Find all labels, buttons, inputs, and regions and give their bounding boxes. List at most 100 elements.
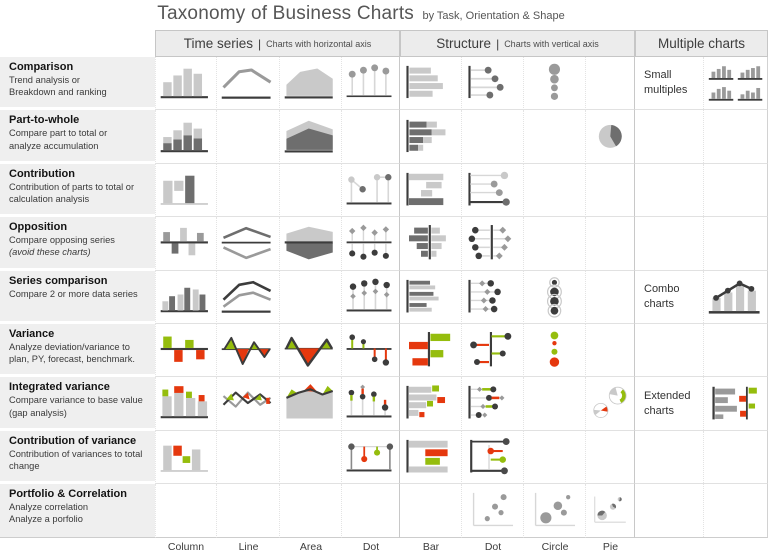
chart-cell-pie-extended [586,377,635,431]
multiple-charts-thumb [703,484,767,537]
dot-waterfall-icon [346,173,392,205]
line-multi-icon [221,280,272,313]
bar-stacked-icon [406,119,446,152]
column-grouped-icon [160,287,208,312]
circle-column-icon [548,63,561,101]
bar-variance-icon [409,332,451,367]
bar-dot-opposed-icon [468,225,512,260]
group-note: Charts with horizontal axis [266,38,372,49]
footer-label-bar-4: Bar [422,540,440,553]
chart-cell-dot-waterfall [342,163,400,218]
bar-waterfall-icon [406,172,444,206]
multiple-charts-cell [635,110,768,164]
chart-cell-area-variance [280,323,342,378]
chart-cell-empty [217,430,280,485]
chart-cell-line-multi [217,270,280,324]
row-label-contribution: Contribution Contribution of parts to tot… [0,163,155,218]
dot-lollipop-icon [346,64,392,98]
row-label-portfolio-correlation: Portfolio & Correlation Analyze correlati… [0,484,155,538]
title-sub: by Task, Orientation & Shape [422,10,565,22]
chart-cell-area-int-variance [280,377,342,431]
footer-label-circle-6: Circle [541,540,569,553]
multiple-charts-thumb [703,163,767,217]
dot-int-variance-icon [346,385,392,418]
multiple-charts-cell [635,484,768,538]
chart-cell-empty [342,484,400,538]
footer-label-dot-3: Dot [362,540,380,553]
footer-label-dot-5: Dot [484,540,502,553]
chart-cell-dot-lollipop [342,57,400,111]
multiple-charts-thumb [703,430,767,484]
multiple-charts-label: Small multiples [644,69,688,97]
footer-label-area-2: Area [299,540,323,553]
chart-cell-empty [586,430,635,485]
multiple-charts-cell [635,430,768,485]
bar-dot-icon [468,66,504,99]
multiple-charts-label [635,431,703,483]
chart-cell-column-basic [155,57,217,111]
footer-label-column-0: Column [167,540,205,553]
row-description: Compare part to total or [9,128,108,139]
chart-cell-empty [217,163,280,218]
chart-cell-pie-basic [586,110,635,164]
bar-dot-variance-icon [470,332,512,367]
chart-cell-scatter-pie [586,484,635,538]
row-title: Integrated variance [9,381,110,394]
row-description: Compare variance to base value [9,395,143,406]
multiple-charts-thumb [703,270,767,323]
multiple-charts-thumb [703,377,767,430]
row-description: Trend analysis or [9,75,80,85]
chart-cell-dot-multi [342,270,400,324]
extended-charts-icon [711,386,757,419]
footer-label-line-1: Line [238,540,259,553]
chart-cell-empty [217,484,280,538]
bar-opposed-icon [409,225,446,260]
line-basic-icon [221,68,272,99]
row-description: Analyze a porfolio [9,514,83,525]
column-basic-icon [160,68,208,99]
chart-cell-bar-grouped [400,270,462,324]
multiple-charts-label [635,217,703,269]
chart-cell-line-opposed [217,217,280,271]
multiple-charts-label [635,484,703,536]
multiple-charts-label [635,164,703,216]
row-description: change [9,461,40,471]
group-label: Time series [183,36,254,51]
chart-cell-empty [524,217,586,271]
row-description: (avoid these charts) [9,247,91,258]
row-title: Variance [9,327,55,340]
chart-cell-bar-dot [462,57,524,111]
multiple-charts-cell: Small multiples [635,57,768,111]
chart-cell-line-basic [217,57,280,111]
chart-cell-column-grouped [155,270,217,324]
row-label-comparison: Comparison Trend analysis or Breakdown and… [0,57,155,111]
row-title: Contribution of variance [9,434,137,447]
row-label-contribution-of-variance: Contribution of variance Contribution of … [0,430,155,485]
pie-extended-icon [593,387,627,419]
small-multiples-icon [708,66,762,101]
chart-cell-circle-ringed [524,270,586,324]
line-int-variance-icon [222,391,272,409]
chart-cell-line-int-variance [217,377,280,431]
chart-cell-circle-column [524,57,586,111]
column-opposed-icon [160,228,208,256]
circle-ringed-icon [547,276,562,318]
multiple-charts-label [635,324,703,376]
row-title: Part-to-whole [9,114,80,127]
row-title: Portfolio & Correlation [9,488,127,501]
chart-cell-empty [586,217,635,271]
multiple-charts-thumb [703,110,767,163]
chart-cell-empty [280,270,342,324]
scatter-dot-icon [472,493,514,527]
column-stacked-icon [160,122,208,152]
multiple-charts-thumb [703,217,767,270]
chart-cell-area-basic [280,57,342,111]
chart-cell-empty [524,163,586,218]
chart-cell-dot-int-variance [342,377,400,431]
multiple-charts-label: Combo charts [644,282,680,310]
area-stacked-icon [284,120,333,153]
bar-basic-icon [406,66,443,99]
chart-cell-bar-dot-int-variance [462,377,524,431]
chart-cell-area-stacked [280,110,342,164]
multiple-charts-cell [635,217,768,271]
